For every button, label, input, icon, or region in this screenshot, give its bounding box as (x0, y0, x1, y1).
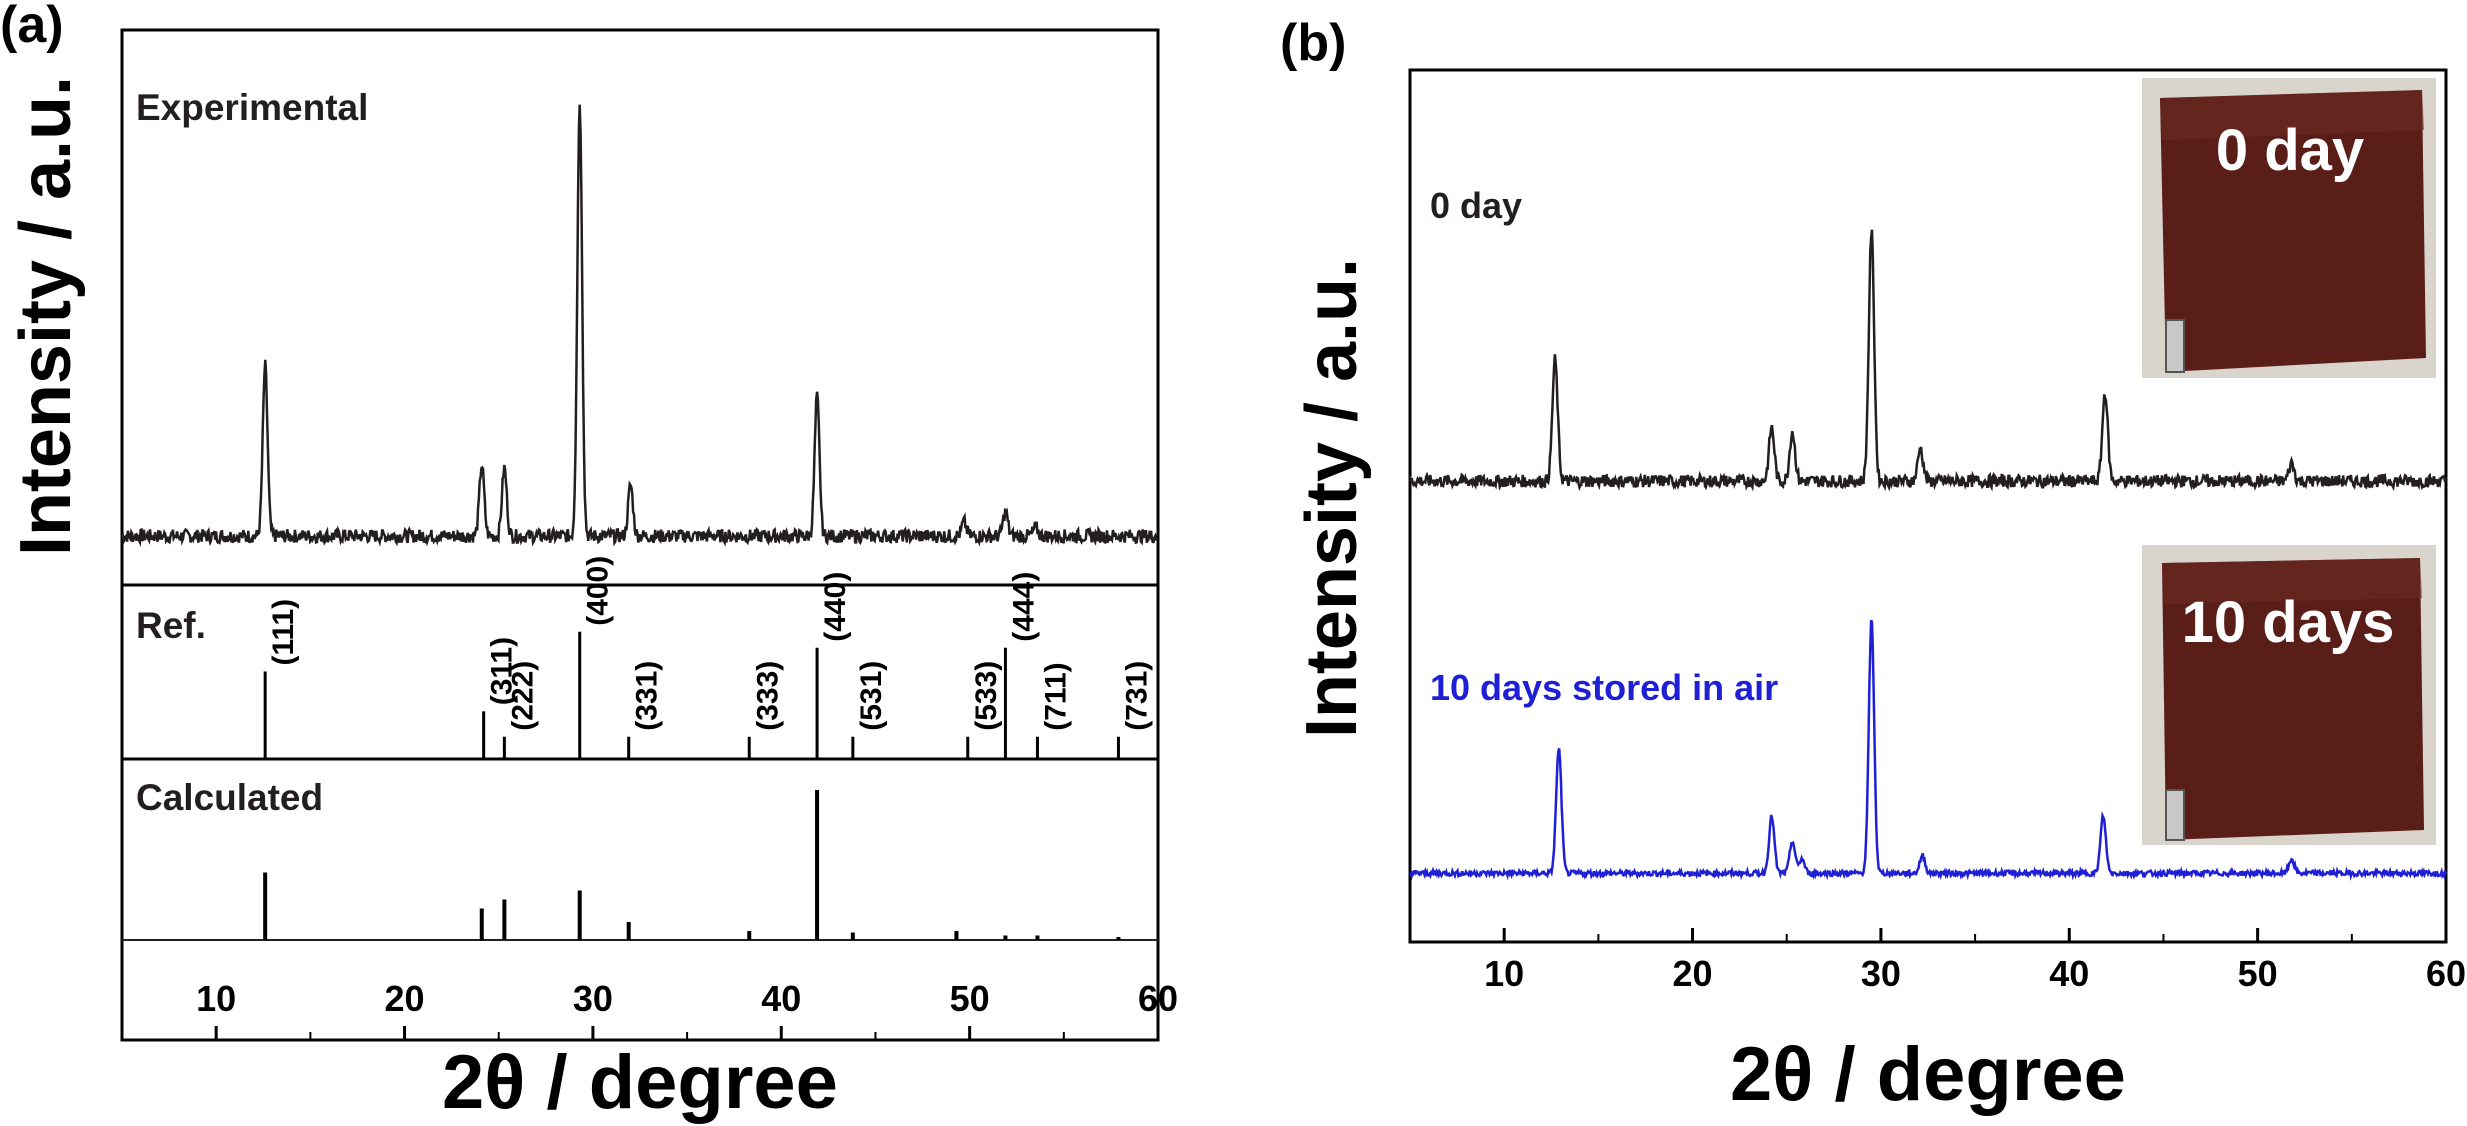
experimental-series-line (121, 104, 1159, 548)
reference-hkl-label: (711) (1039, 662, 1072, 730)
panel-b-frame (1408, 68, 2448, 944)
panel-a-x-tick-label: 10 (196, 978, 236, 1019)
calculated-label: Calculated (136, 777, 323, 818)
reference-label: Ref. (136, 605, 206, 646)
panel-a-label: (a) (0, 0, 64, 54)
panel-b-x-tick-label: 20 (1673, 953, 1713, 994)
series-0-day-label: 0 day (1430, 185, 1522, 226)
panel-b-x-tick-label: 60 (2426, 953, 2466, 994)
reference-hkl-label: (531) (855, 661, 888, 731)
inset-photo-10-days-label: 10 days (2182, 590, 2395, 655)
reference-hkl-label: (731) (1120, 661, 1153, 731)
panel-a-x-tick-label: 20 (385, 978, 425, 1019)
panel-a-x-tick-label: 30 (573, 978, 613, 1019)
panel-a-x-tick-label: 40 (761, 978, 801, 1019)
panel-b-x-tick-label: 40 (2049, 953, 2089, 994)
reference-hkl-label: (331) (631, 661, 664, 731)
inset-photo-10-days: 10 days (2142, 545, 2436, 845)
panel-a-y-axis-label: Intensity / a.u. (6, 76, 86, 556)
calculated-sticks (122, 790, 1158, 941)
reference-hkl-label: (222) (506, 661, 539, 731)
reference-sticks: (111) (311)(222) (400) (331) (333) (440)(531)… (263, 556, 1153, 759)
series-10-days-label: 10 days stored in air (1430, 667, 1778, 708)
experimental-label: Experimental (136, 87, 368, 128)
subpanel-reference: Ref. (111) (311)(222) (400) (331) (333) (440)… (136, 556, 1153, 759)
panel-a-x-tick-label: 60 (1138, 978, 1178, 1019)
reference-hkl-label: (333) (751, 661, 784, 731)
reference-hkl-label: (440) (819, 572, 852, 642)
reference-hkl-label: (400) (582, 556, 615, 626)
panel-b-label: (b) (1280, 14, 1346, 72)
panel-b-x-tick-label: 10 (1484, 953, 1524, 994)
reference-hkl-label: (311) (486, 637, 519, 705)
panel-a-x-ticks: 10 20 30 40 50 60 (121, 978, 1178, 1040)
panel-b-x-tick-label: 30 (1861, 953, 1901, 994)
series-10-days-line (1409, 619, 2448, 881)
reference-hkl-label: (533) (970, 661, 1003, 731)
subpanel-calculated: Calculated (122, 777, 1158, 941)
panel-b-x-tick-label: 50 (2238, 953, 2278, 994)
panel-a-x-tick-label: 50 (950, 978, 990, 1019)
panel-b-x-axis-label: 2θ / degree (1730, 1032, 2126, 1117)
panel-a-x-axis-label: 2θ / degree (442, 1040, 838, 1125)
panel-b-y-axis-label: Intensity / a.u. (1292, 258, 1372, 738)
reference-hkl-label: (111) (267, 599, 300, 666)
reference-hkl-label: (444) (1007, 572, 1040, 642)
panel-b: (b) Intensity / a.u. 10 20 30 40 50 60 0 day … (1280, 14, 2466, 1117)
panel-b-x-ticks: 10 20 30 40 50 60 (1409, 928, 2466, 994)
series-0-day-line (1408, 229, 2448, 492)
subpanel-experimental: Experimental (121, 87, 1159, 548)
inset-photo-0-day-label: 0 day (2216, 118, 2364, 183)
inset-photo-0-day: 0 day (2142, 78, 2436, 378)
panel-a: (a) Intensity / a.u. 10 20 30 40 50 60 Experi… (0, 0, 1178, 1125)
